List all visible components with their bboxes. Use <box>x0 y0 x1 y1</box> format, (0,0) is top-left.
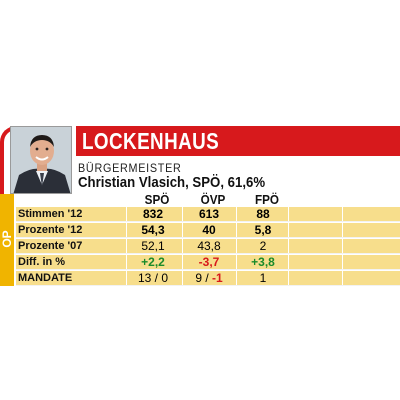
divider <box>288 239 289 253</box>
value-fpo: 1 <box>259 271 267 285</box>
divider <box>236 239 237 253</box>
value-fpo: 2 <box>259 239 267 253</box>
divider <box>288 223 289 237</box>
divider <box>182 255 183 269</box>
divider <box>182 271 183 285</box>
table-row: Prozente '12 54,3 40 5,8 <box>16 223 400 238</box>
value-ovp: 40 <box>202 223 216 237</box>
divider <box>182 207 183 221</box>
value-ovp: -3,7 <box>198 255 220 269</box>
table-row: MANDATE 13 / 0 9 / -1 1 <box>16 271 400 286</box>
row-label: Prozente '12 <box>18 224 83 236</box>
party-spo-header: SPÖ <box>144 192 170 207</box>
mandate-ovp-delta: -1 <box>212 271 223 285</box>
divider <box>236 255 237 269</box>
value-spo: +2,2 <box>141 255 165 269</box>
divider <box>126 223 127 237</box>
divider <box>342 223 343 237</box>
role-label: BÜRGERMEISTER <box>78 161 182 175</box>
election-result-card: LOCKENHAUS BÜRGERMEISTER Christian Vlasi… <box>0 116 400 287</box>
municipality-title: LOCKENHAUS <box>82 128 220 154</box>
divider <box>236 271 237 285</box>
divider <box>342 271 343 285</box>
divider <box>126 255 127 269</box>
results-table: Stimmen '12 832 613 88 Prozente '12 54,3… <box>16 207 400 287</box>
divider <box>236 223 237 237</box>
divider <box>288 255 289 269</box>
value-fpo: 88 <box>256 207 270 221</box>
value-fpo: 5,8 <box>254 223 272 237</box>
table-row: Stimmen '12 832 613 88 <box>16 207 400 222</box>
value-fpo: +3,8 <box>251 255 275 269</box>
party-ovp-header: ÖVP <box>200 192 226 207</box>
value-spo: 13 / 0 <box>137 271 169 285</box>
divider <box>342 207 343 221</box>
row-label: MANDATE <box>18 272 73 284</box>
divider <box>342 239 343 253</box>
divider <box>236 207 237 221</box>
value-spo: 54,3 <box>141 223 165 237</box>
table-row: Prozente '07 52,1 43,8 2 <box>16 239 400 254</box>
value-spo: 52,1 <box>141 239 165 253</box>
mayor-name: Christian Vlasich, SPÖ, 61,6% <box>78 174 266 191</box>
divider <box>182 239 183 253</box>
row-label: Diff. in % <box>18 256 66 268</box>
title-bar: LOCKENHAUS <box>76 126 400 156</box>
divider <box>182 223 183 237</box>
side-strip <box>0 194 14 286</box>
table-row: Diff. in % +2,2 -3,7 +3,8 <box>16 255 400 270</box>
divider <box>126 239 127 253</box>
mayor-photo <box>10 126 72 194</box>
side-tag: OP <box>0 230 14 248</box>
party-fpo-header: FPÖ <box>254 192 280 207</box>
divider <box>126 207 127 221</box>
value-ovp: 9 / -1 <box>184 271 234 285</box>
divider <box>288 207 289 221</box>
divider <box>342 255 343 269</box>
value-spo: 832 <box>142 207 164 221</box>
value-ovp: 613 <box>198 207 220 221</box>
divider <box>288 271 289 285</box>
party-header-row: SPÖ ÖVP FPÖ <box>112 192 400 207</box>
value-ovp: 43,8 <box>197 239 221 253</box>
row-label: Prozente '07 <box>18 240 83 252</box>
divider <box>126 271 127 285</box>
mandate-ovp: 9 / <box>195 271 212 285</box>
row-label: Stimmen '12 <box>18 208 83 220</box>
